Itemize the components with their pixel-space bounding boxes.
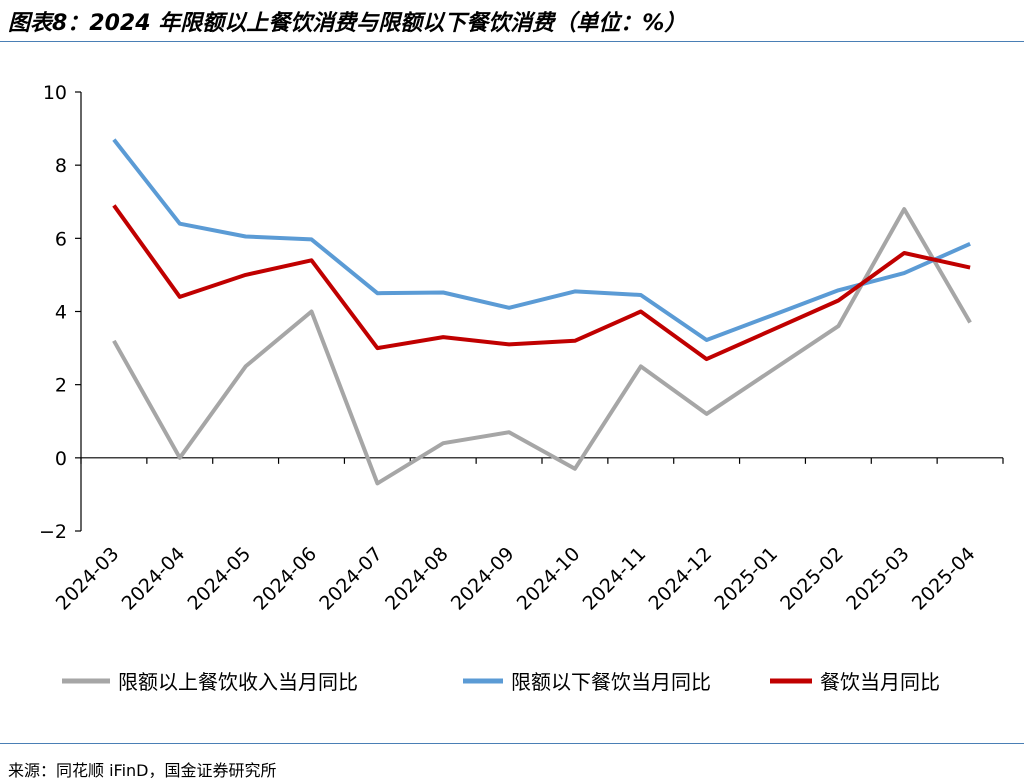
x-tick-label: 2024-10 [513, 543, 585, 615]
chart-title: 图表8：2024 年限额以上餐饮消费与限额以下餐饮消费（单位：%） [8, 11, 687, 36]
x-tick-label: 2025-01 [710, 543, 782, 615]
x-tick-label: 2025-03 [842, 543, 914, 615]
x-tick-label: 2024-06 [249, 543, 321, 615]
x-tick-label: 2025-02 [776, 543, 848, 615]
series-line-3 [112, 204, 971, 362]
x-tick-label: 2024-12 [644, 543, 716, 615]
y-tick-label: 6 [55, 228, 67, 250]
y-tick-label: 10 [43, 82, 67, 104]
x-tick-label: 2024-04 [118, 543, 190, 615]
y-tick-label: 4 [55, 302, 67, 324]
top-divider [0, 41, 1024, 42]
x-tick-label: 2024-03 [52, 543, 124, 615]
x-tick-label: 2024-05 [183, 543, 255, 615]
y-tick-label: 0 [55, 448, 67, 470]
x-tick-label: 2024-11 [579, 543, 651, 615]
x-tick-label: 2024-08 [381, 543, 453, 615]
legend-label-3: 餐饮当月同比 [820, 670, 940, 694]
legend-label-1: 限额以上餐饮收入当月同比 [118, 670, 358, 694]
legend-label-2: 限额以下餐饮当月同比 [511, 670, 711, 694]
legend: 限额以上餐饮收入当月同比 限额以下餐饮当月同比 餐饮当月同比 [62, 670, 940, 694]
axes [80, 92, 1003, 531]
series-lines [112, 138, 972, 486]
x-axis-ticks: 2024-032024-042024-052024-062024-072024-… [52, 457, 1004, 615]
x-tick-label: 2025-04 [908, 543, 980, 615]
series-line-2 [112, 138, 971, 342]
y-tick-label: −2 [39, 521, 67, 543]
bottom-divider [0, 743, 1024, 744]
y-axis-ticks: −2 0 2 4 6 8 10 [39, 82, 81, 543]
source-note: 来源：同花顺 iFinD，国金证券研究所 [8, 761, 277, 780]
y-tick-label: 8 [55, 155, 67, 177]
y-tick-label: 2 [55, 375, 67, 397]
x-tick-label: 2024-07 [315, 543, 387, 615]
x-tick-label: 2024-09 [447, 543, 519, 615]
series-line-1 [112, 207, 972, 486]
